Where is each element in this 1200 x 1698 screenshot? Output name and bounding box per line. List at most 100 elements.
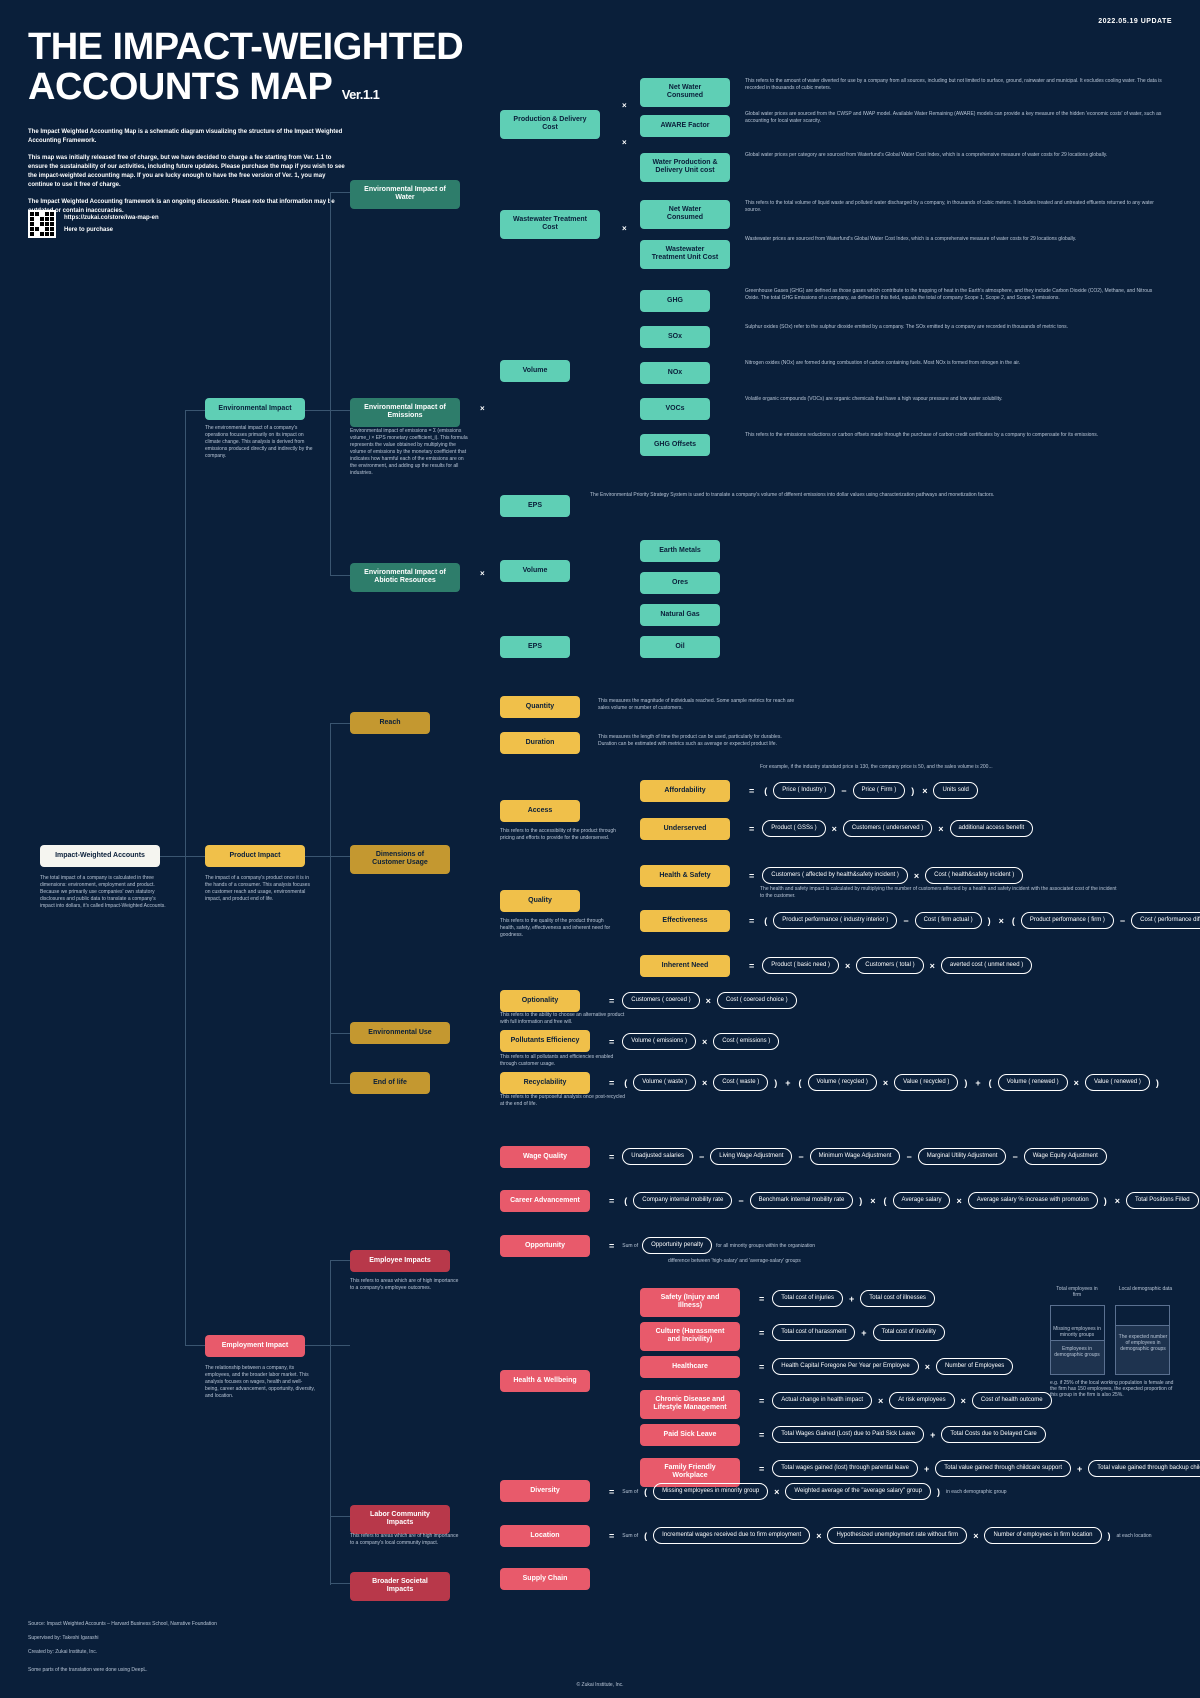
node-duration: Duration bbox=[500, 732, 580, 754]
formula-career: =( Company internal mobility rate− Bench… bbox=[605, 1192, 1199, 1209]
connector bbox=[330, 575, 350, 576]
formula-health-safety: = Customers ( affected by health&safety … bbox=[745, 867, 1023, 884]
formula-optionality: = Customers ( coerced ) × Cost ( coerced… bbox=[605, 992, 797, 1009]
intro-p2: This map was initially released free of … bbox=[28, 154, 348, 190]
node-eps2: EPS bbox=[500, 636, 570, 658]
env-emissions-desc: Environmental impact of emissions = Σ (e… bbox=[350, 428, 470, 477]
pill: Wage Equity Adjustment bbox=[1024, 1148, 1107, 1165]
node-paid-sick: Paid Sick Leave bbox=[640, 1424, 740, 1446]
pill: Cost ( waste ) bbox=[713, 1074, 768, 1091]
pill: Hypothesized unemployment rate without f… bbox=[827, 1527, 967, 1544]
pill: Cost ( firm actual ) bbox=[915, 912, 982, 929]
pill: Benchmark internal mobility rate bbox=[750, 1192, 854, 1209]
formula-healthcare: = Health Capital Foregone Per Year per E… bbox=[755, 1358, 1013, 1375]
node-health-wellbeing: Health & Wellbeing bbox=[500, 1370, 590, 1392]
formula-opportunity: = Sum of Opportunity penalty for all min… bbox=[605, 1237, 815, 1254]
connector bbox=[330, 1583, 350, 1584]
pill: Missing employees in minority group bbox=[653, 1483, 768, 1500]
desc-recyclability: This refers to the purposeful analysis o… bbox=[500, 1094, 630, 1108]
page-title: THE IMPACT-WEIGHTED ACCOUNTS MAP Ver.1.1 bbox=[28, 28, 463, 108]
formula-wage-quality: = Unadjusted salaries− Living Wage Adjus… bbox=[605, 1148, 1107, 1165]
opportunity-note: for all minority groups within the organ… bbox=[716, 1243, 815, 1249]
pill: Health Capital Foregone Per Year per Emp… bbox=[772, 1358, 918, 1375]
pill: Cost ( emissions ) bbox=[713, 1033, 779, 1050]
pill: Minimum Wage Adjustment bbox=[810, 1148, 901, 1165]
pill: Volume ( waste ) bbox=[633, 1074, 696, 1091]
pill: Opportunity penalty bbox=[642, 1237, 712, 1254]
node-dimensions: Dimensions of Customer Usage bbox=[350, 845, 450, 874]
node-diversity: Diversity bbox=[500, 1480, 590, 1502]
node-broader-impacts: Broader Societal Impacts bbox=[350, 1572, 450, 1601]
node-env-impact: Environmental Impact bbox=[205, 398, 305, 420]
node-quantity: Quantity bbox=[500, 696, 580, 718]
node-env-abiotic: Environmental Impact of Abiotic Resource… bbox=[350, 563, 460, 592]
node-wastewater: Wastewater Treatment Cost bbox=[500, 210, 600, 239]
pill: Average salary % increase with promotion bbox=[968, 1192, 1098, 1209]
desc-netwater2: This refers to the total volume of liqui… bbox=[745, 200, 1165, 214]
pill: At risk employees bbox=[889, 1392, 954, 1409]
node-opportunity: Opportunity bbox=[500, 1235, 590, 1257]
pill: Cost ( performance difference ) bbox=[1131, 912, 1200, 929]
footer-created: Created by: Zukai Institute, Inc. bbox=[28, 1648, 217, 1656]
root-desc: The total impact of a company is calcula… bbox=[40, 875, 170, 910]
diag-lbl-emp-demo: Employees in demographic groups bbox=[1052, 1346, 1102, 1358]
employee-desc: This refers to areas which are of high i… bbox=[350, 1278, 460, 1292]
node-culture: Culture (Harassment and Incivility) bbox=[640, 1322, 740, 1351]
formula-effectiveness: =( Product performance ( industry interi… bbox=[745, 912, 1200, 929]
node-netwater2: Net Water Consumed bbox=[640, 200, 730, 229]
pill: Total cost of injuries bbox=[772, 1290, 843, 1307]
formula-inherent-need: = Product ( basic need ) × Customers ( t… bbox=[745, 957, 1032, 974]
formula-location: = Sum of( Incremental wages received due… bbox=[605, 1527, 1152, 1544]
node-ores: Ores bbox=[640, 572, 720, 594]
desc-nox: Nitrogen oxides (NOx) are formed during … bbox=[745, 360, 1165, 367]
connector bbox=[305, 410, 350, 411]
node-ghg: GHG bbox=[640, 290, 710, 312]
formula-culture: = Total cost of harassment+ Total cost o… bbox=[755, 1324, 945, 1341]
node-recyclability: Recyclability bbox=[500, 1072, 590, 1094]
desc-ghg: Greenhouse Gases (GHG) are defined as th… bbox=[745, 288, 1165, 302]
node-vocs: VOCs bbox=[640, 398, 710, 420]
pill: Total value gained through backup childc… bbox=[1088, 1460, 1200, 1477]
connector bbox=[305, 856, 350, 857]
pill: Total value gained through childcare sup… bbox=[935, 1460, 1071, 1477]
desc-pollutants: This refers to all pollutants and effici… bbox=[500, 1054, 630, 1068]
prod-desc: The impact of a company's product once i… bbox=[205, 875, 315, 903]
node-wage-quality: Wage Quality bbox=[500, 1146, 590, 1168]
footer-credits: Source: Impact Weighted Accounts – Harva… bbox=[28, 1620, 217, 1674]
pill: Volume ( recycled ) bbox=[808, 1074, 877, 1091]
diag-lbl-missing: Missing employees in minority groups bbox=[1052, 1326, 1102, 1338]
formula-underserved: = Product ( GSSs ) × Customers ( underse… bbox=[745, 820, 1033, 837]
intro-p1: The Impact Weighted Accounting Map is a … bbox=[28, 128, 348, 146]
affordability-pre: For example, if the industry standard pr… bbox=[760, 764, 1060, 771]
pill: Product ( basic need ) bbox=[762, 957, 839, 974]
node-reach: Reach bbox=[350, 712, 430, 734]
formula-affordability: =( Price ( Industry ) − Price ( Firm ) )… bbox=[745, 782, 978, 799]
sum-label: Sum of bbox=[622, 1243, 638, 1249]
pill: Total cost of harassment bbox=[772, 1324, 855, 1341]
pill: Product performance ( industry interior … bbox=[773, 912, 897, 929]
node-env-water: Environmental Impact of Water bbox=[350, 180, 460, 209]
desc-quantity: This measures the magnitude of individua… bbox=[598, 698, 798, 712]
diag-note: e.g. if 25% of the local working populat… bbox=[1050, 1380, 1175, 1398]
node-prod-delivery: Production & Delivery Cost bbox=[500, 110, 600, 139]
pill: Total Wages Gained (Lost) due to Paid Si… bbox=[772, 1426, 924, 1443]
node-volume2: Volume bbox=[500, 560, 570, 582]
pill: Customers ( underserved ) bbox=[843, 820, 932, 837]
connector bbox=[185, 1345, 205, 1346]
footer-supervised: Supervised by: Takeshi Igarashi bbox=[28, 1634, 217, 1642]
connector bbox=[305, 1345, 350, 1346]
connector bbox=[330, 192, 331, 575]
sum-label: Sum of bbox=[622, 1533, 638, 1539]
op-x: × bbox=[480, 569, 485, 578]
node-chronic: Chronic Disease and Lifestyle Management bbox=[640, 1390, 740, 1419]
diversity-note: in each demographic group bbox=[946, 1489, 1007, 1495]
pill: Weighted average of the "average salary"… bbox=[785, 1483, 931, 1500]
node-wastewater-unit: Wastewater Treatment Unit Cost bbox=[640, 240, 730, 269]
qr-code-icon bbox=[28, 210, 56, 238]
pill: Marginal Utility Adjustment bbox=[918, 1148, 1007, 1165]
formula-pollutants: = Volume ( emissions ) × Cost ( emission… bbox=[605, 1033, 779, 1050]
node-optionality: Optionality bbox=[500, 990, 580, 1012]
pill: Total cost of illnesses bbox=[860, 1290, 935, 1307]
env-desc: The environmental impact of a company's … bbox=[205, 425, 315, 460]
pill: Total Costs due to Delayed Care bbox=[941, 1426, 1045, 1443]
